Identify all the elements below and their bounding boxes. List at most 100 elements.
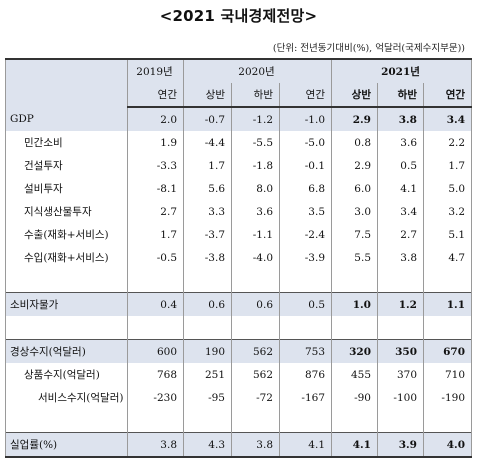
blank-row (5, 269, 473, 293)
header-row-years: 2019년 2020년 2021년 (5, 58, 473, 107)
cell: -3.7 (183, 223, 232, 246)
cell: 768 (127, 363, 184, 386)
cell: 350 (377, 339, 424, 363)
cell: -8.1 (127, 177, 184, 200)
cell: 3.8 (231, 432, 280, 458)
table-row: 소비자물가 0.4 0.6 0.6 0.5 1.0 1.2 1.1 (5, 292, 473, 316)
cell: 5.5 (331, 246, 378, 269)
cell: 0.6 (183, 292, 232, 316)
header-year-2021: 2021년 (330, 58, 473, 83)
cell: -190 (422, 386, 473, 409)
row-label: 지식생산물투자 (5, 200, 128, 223)
cell: -3.3 (127, 154, 184, 177)
cell: 3.2 (422, 200, 473, 223)
cell: -1.1 (231, 223, 280, 246)
cell: 4.3 (183, 432, 232, 458)
cell: 3.0 (331, 200, 378, 223)
row-label: GDP (5, 107, 128, 131)
row-label: 실업률(%) (5, 432, 128, 458)
cell: 1.0 (331, 292, 378, 316)
cell: 2.0 (127, 107, 184, 131)
cell: 1.7 (127, 223, 184, 246)
cell: 5.1 (422, 223, 473, 246)
cell: -1.8 (231, 154, 280, 177)
header-blank (5, 58, 128, 107)
cell: -90 (331, 386, 378, 409)
row-label: 수출(재화+서비스) (5, 223, 128, 246)
cell: 1.1 (422, 292, 473, 316)
forecast-table: 2019년 2020년 2021년 연간 상반 하반 연간 상반 하반 연간 G… (5, 58, 473, 458)
table-row: 건설투자 -3.3 1.7 -1.8 -0.1 2.9 0.5 1.7 (5, 154, 473, 177)
cell: 6.0 (331, 177, 378, 200)
unit-note: (단위: 전년동기대비(%), 억달러(국제수지부문)) (272, 43, 465, 54)
cell: 3.3 (183, 200, 232, 223)
cell: 7.5 (331, 223, 378, 246)
cell: 562 (231, 363, 280, 386)
cell: 4.0 (422, 432, 473, 458)
cell: 1.2 (377, 292, 424, 316)
cell: 4.7 (422, 246, 473, 269)
table-row: 서비스수지(억달러) -230 -95 -72 -167 -90 -100 -1… (5, 386, 473, 409)
cell: 320 (331, 339, 378, 363)
header-col: 연간 (422, 83, 473, 108)
cell: 1.7 (422, 154, 473, 177)
cell: 3.5 (279, 200, 332, 223)
cell: 2.2 (422, 131, 473, 154)
cell: -1.2 (231, 107, 280, 131)
cell: 0.5 (279, 292, 332, 316)
cell: 3.8 (377, 246, 424, 269)
cell: -3.9 (279, 246, 332, 269)
header-col: 하반 (377, 83, 424, 108)
cell: 3.4 (377, 200, 424, 223)
row-label: 상품수지(억달러) (5, 363, 128, 386)
header-col: 상반 (331, 83, 378, 108)
cell: -2.4 (279, 223, 332, 246)
header-col: 하반 (231, 83, 280, 108)
cell: 0.5 (377, 154, 424, 177)
cell: -72 (231, 386, 280, 409)
cell: -4.0 (231, 246, 280, 269)
cell: -167 (279, 386, 332, 409)
cell: 753 (279, 339, 332, 363)
cell: 4.1 (279, 432, 332, 458)
cell: 0.4 (127, 292, 184, 316)
cell: 5.0 (422, 177, 473, 200)
cell: 2.7 (377, 223, 424, 246)
cell: 190 (183, 339, 232, 363)
row-label: 건설투자 (5, 154, 128, 177)
cell: 710 (422, 363, 473, 386)
cell: 4.1 (377, 177, 424, 200)
cell: 8.0 (231, 177, 280, 200)
cell: 6.8 (279, 177, 332, 200)
cell: 251 (183, 363, 232, 386)
cell: 5.6 (183, 177, 232, 200)
cell: 3.9 (377, 432, 424, 458)
header-col: 연간 (279, 83, 332, 108)
cell: 4.1 (331, 432, 378, 458)
cell: -0.1 (279, 154, 332, 177)
header-row-periods: 연간 상반 하반 연간 상반 하반 연간 (5, 83, 473, 108)
page-title: <2021 국내경제전망> (159, 7, 318, 25)
cell: -95 (183, 386, 232, 409)
cell: -5.0 (279, 131, 332, 154)
cell: -5.5 (231, 131, 280, 154)
cell: 1.9 (127, 131, 184, 154)
cell: -0.5 (127, 246, 184, 269)
header-col: 연간 (127, 83, 184, 108)
cell: -1.0 (279, 107, 332, 131)
cell: 2.9 (331, 107, 378, 131)
cell: -4.4 (183, 131, 232, 154)
cell: 1.7 (183, 154, 232, 177)
table-row: 지식생산물투자 2.7 3.3 3.6 3.5 3.0 3.4 3.2 (5, 200, 473, 223)
cell: 370 (377, 363, 424, 386)
cell: 562 (231, 339, 280, 363)
table-row: 민간소비 1.9 -4.4 -5.5 -5.0 0.8 3.6 2.2 (5, 131, 473, 154)
table-row: 수입(재화+서비스) -0.5 -3.8 -4.0 -3.9 5.5 3.8 4… (5, 246, 473, 269)
row-label: 설비투자 (5, 177, 128, 200)
table-row: GDP 2.0 -0.7 -1.2 -1.0 2.9 3.8 3.4 (5, 107, 473, 131)
cell: 2.9 (331, 154, 378, 177)
table-row: 설비투자 -8.1 5.6 8.0 6.8 6.0 4.1 5.0 (5, 177, 473, 200)
cell: -3.8 (183, 246, 232, 269)
cell: 3.4 (422, 107, 473, 131)
row-label: 민간소비 (5, 131, 128, 154)
